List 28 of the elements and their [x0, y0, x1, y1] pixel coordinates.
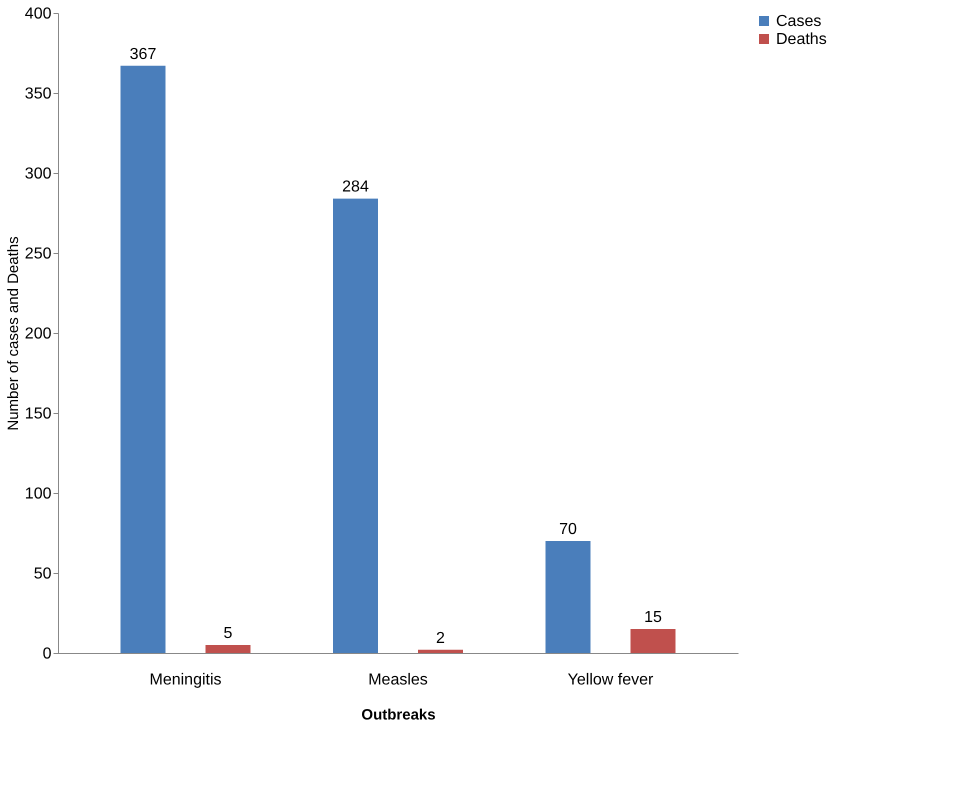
legend-label: Deaths — [776, 31, 827, 48]
data-label: 2 — [436, 630, 446, 647]
y-tick-label: 50 — [34, 566, 52, 582]
data-label: 284 — [342, 178, 369, 196]
data-label: 70 — [559, 521, 577, 538]
y-tick-label: 150 — [24, 406, 52, 422]
y-tick-label: 0 — [42, 646, 52, 662]
y-tick-label: 400 — [24, 6, 52, 22]
y-tick-label: 350 — [24, 86, 52, 102]
x-tick-label: Measles — [368, 672, 428, 688]
data-label: 15 — [644, 609, 662, 626]
data-label: 5 — [224, 625, 233, 642]
x-axis-title: Outbreaks — [361, 706, 436, 724]
y-tick-label: 300 — [24, 166, 52, 182]
bar — [333, 198, 378, 653]
bar — [120, 66, 166, 653]
y-axis-title: Number of cases and Deaths — [4, 236, 22, 431]
bar — [630, 629, 676, 653]
y-tick-label: 250 — [24, 246, 52, 262]
bar — [206, 645, 250, 653]
y-tick-label: 200 — [24, 326, 52, 342]
data-label: 367 — [130, 46, 156, 63]
bar — [546, 541, 590, 653]
x-tick-label: Yellow fever — [568, 672, 654, 688]
legend-label: Cases — [776, 13, 822, 30]
x-tick-label: Meningitis — [149, 672, 222, 688]
y-tick-label: 100 — [24, 486, 52, 502]
bar — [418, 650, 463, 653]
